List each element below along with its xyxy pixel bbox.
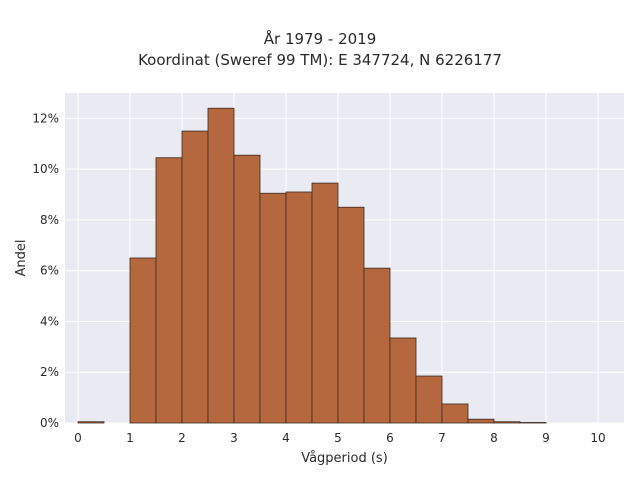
histogram-bar xyxy=(233,154,261,424)
y-tick-label: 10% xyxy=(32,162,59,176)
histogram-bar xyxy=(467,418,495,424)
histogram-bar xyxy=(363,267,391,424)
y-tick-label: 12% xyxy=(32,111,59,125)
histogram-bar xyxy=(441,403,469,424)
histogram-bar xyxy=(77,421,105,424)
x-tick-label: 2 xyxy=(178,431,186,445)
histogram-bar xyxy=(311,182,339,424)
x-tick-label: 1 xyxy=(126,431,134,445)
y-tick-label: 0% xyxy=(40,416,59,430)
x-tick-label: 4 xyxy=(282,431,290,445)
histogram-bar xyxy=(181,130,209,424)
histogram-bar xyxy=(415,375,443,424)
x-tick-label: 7 xyxy=(438,431,446,445)
histogram-bar xyxy=(155,157,183,424)
histogram-bar xyxy=(337,206,365,424)
histogram-bar xyxy=(259,192,287,424)
x-tick-label: 10 xyxy=(590,431,605,445)
chart-subtitle: Koordinat (Sweref 99 TM): E 347724, N 62… xyxy=(138,51,502,69)
histogram-bar xyxy=(207,107,235,424)
x-tick-label: 3 xyxy=(230,431,238,445)
histogram-bar xyxy=(519,422,547,424)
chart-title: År 1979 - 2019 xyxy=(263,30,377,48)
y-tick-label: 6% xyxy=(40,264,59,278)
x-tick-label: 6 xyxy=(386,431,394,445)
histogram-bar xyxy=(285,191,313,424)
x-tick-label: 9 xyxy=(542,431,550,445)
x-tick-label: 0 xyxy=(74,431,82,445)
x-axis-label: Vågperiod (s) xyxy=(301,451,388,466)
y-axis-label: Andel xyxy=(14,240,29,277)
histogram-bar xyxy=(129,257,157,424)
y-tick-label: 8% xyxy=(40,213,59,227)
x-tick-label: 5 xyxy=(334,431,342,445)
histogram-bar xyxy=(389,337,417,424)
y-tick-label: 4% xyxy=(40,314,59,328)
histogram-bar xyxy=(493,421,521,424)
x-tick-label: 8 xyxy=(490,431,498,445)
y-tick-label: 2% xyxy=(40,365,59,379)
